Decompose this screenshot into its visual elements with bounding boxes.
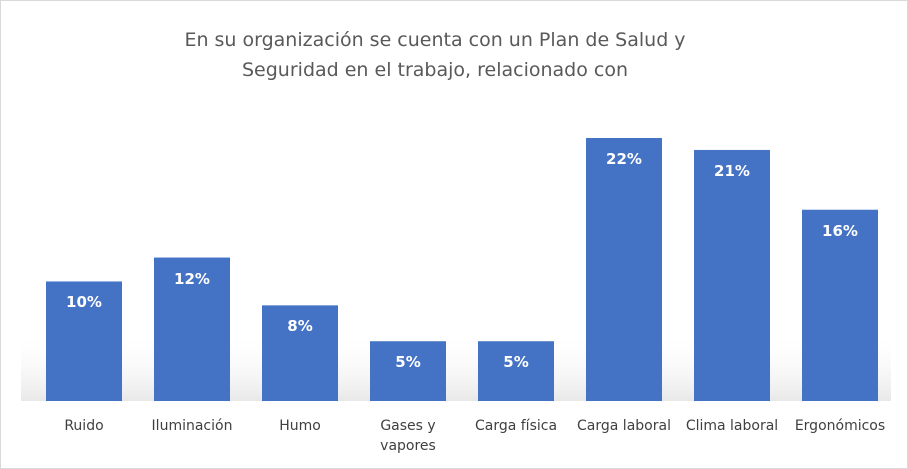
bar <box>586 138 662 401</box>
bar <box>262 305 338 401</box>
bar <box>478 341 554 401</box>
data-label: 8% <box>287 317 313 336</box>
data-label: 16% <box>822 221 858 240</box>
data-label: 5% <box>503 353 529 372</box>
x-tick-label: Carga física <box>474 418 558 434</box>
x-tick-label: Carga laboral <box>577 418 671 434</box>
x-tick-label: Iluminación <box>151 418 233 434</box>
bar <box>802 209 878 401</box>
bar <box>154 257 230 401</box>
x-tick-label: Clima laboral <box>685 418 779 434</box>
data-label: 10% <box>66 293 102 312</box>
bar <box>694 149 770 401</box>
chart-title: En su organización se cuenta con un Plan… <box>184 29 686 81</box>
data-label: 5% <box>395 353 421 372</box>
x-tick-label: Humo <box>279 418 321 434</box>
data-label: 21% <box>714 161 750 180</box>
bar <box>46 281 122 401</box>
x-tick-label: Ruido <box>64 418 104 434</box>
bar <box>370 341 446 401</box>
data-label: 22% <box>606 150 642 168</box>
x-tick-label: Gases y vapores <box>380 418 436 454</box>
data-label: 12% <box>174 269 210 288</box>
x-tick-label: Ergonómicos <box>794 418 886 434</box>
